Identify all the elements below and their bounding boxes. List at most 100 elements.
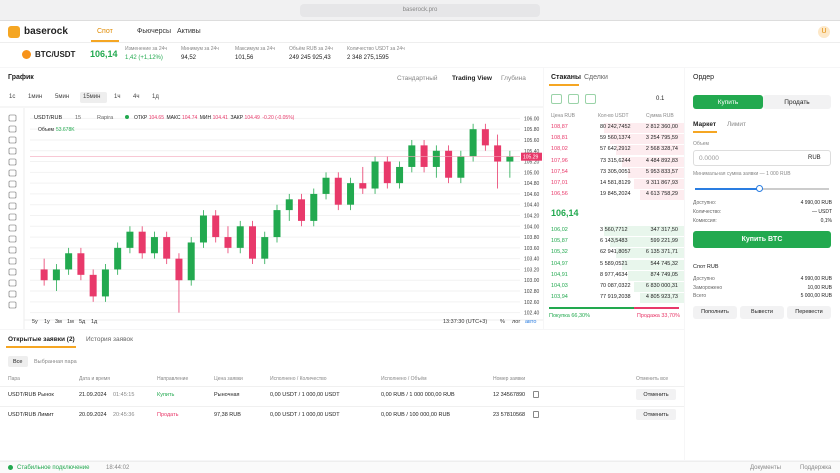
depth-bar <box>628 167 684 178</box>
nav-tab[interactable]: Активы <box>177 28 201 35</box>
submit-bg[interactable] <box>693 231 831 248</box>
logo[interactable]: baserock <box>24 26 68 37</box>
sell-tab-bg[interactable] <box>763 95 831 109</box>
range-button[interactable]: 1д <box>91 319 98 325</box>
tool-icon[interactable] <box>8 301 17 309</box>
book-price[interactable]: 104,03 <box>551 283 568 289</box>
col-header[interactable]: Отменить все <box>636 376 669 382</box>
tool-icon[interactable] <box>8 125 17 133</box>
action-text[interactable]: Пополнить <box>701 309 729 315</box>
tool-icon[interactable] <box>8 169 17 177</box>
timeframe[interactable]: 4ч <box>133 94 140 100</box>
book-tab[interactable]: Стаканы <box>551 74 581 81</box>
pair[interactable]: BTC/USDT <box>35 50 76 59</box>
book-price[interactable]: 107,54 <box>551 168 568 175</box>
timeframe[interactable]: 1с <box>9 94 16 100</box>
mode-tab[interactable]: Лимит <box>727 121 746 128</box>
range-button[interactable]: 1у <box>44 319 50 325</box>
tool-icon[interactable] <box>8 235 17 243</box>
cancel-bg[interactable] <box>636 409 676 420</box>
timeframe[interactable]: 15мин <box>83 94 101 100</box>
book-price[interactable]: 108,87 <box>551 124 568 130</box>
tool-icon[interactable] <box>8 246 17 254</box>
action-bg[interactable] <box>787 306 831 319</box>
chart-option[interactable]: лог <box>512 319 520 325</box>
slider-handle[interactable] <box>756 185 763 192</box>
y-tick-label: 103.60 <box>524 246 540 252</box>
book-tab[interactable]: Сделки <box>584 74 608 81</box>
view-tab[interactable]: Trading View <box>452 75 492 82</box>
info-label: Доступно: <box>693 200 717 206</box>
address-bar[interactable] <box>300 4 540 17</box>
tool-icon[interactable] <box>8 136 17 144</box>
stat-label: Минимум за 24ч <box>181 46 219 52</box>
range-button[interactable]: 1м <box>67 319 74 325</box>
chart-option[interactable]: авто <box>525 319 536 325</box>
support-link[interactable]: Поддержка <box>800 465 832 471</box>
tool-icon[interactable] <box>8 268 17 276</box>
tool-icon[interactable] <box>8 191 17 199</box>
action-bg[interactable] <box>693 306 737 319</box>
mode-tab[interactable]: Маркет <box>693 121 717 128</box>
book-price[interactable]: 105,32 <box>551 249 568 256</box>
tool-icon[interactable] <box>8 180 17 188</box>
book-price[interactable]: 108,02 <box>551 146 568 153</box>
buy-tab-bg[interactable] <box>693 95 763 109</box>
action-text[interactable]: Вывести <box>751 309 773 315</box>
tool-icon[interactable] <box>8 213 17 221</box>
docs-link[interactable]: Документы <box>750 465 781 471</box>
book-price[interactable]: 106,02 <box>551 227 568 233</box>
book-price[interactable]: 107,96 <box>551 157 568 164</box>
book-price[interactable]: 104,91 <box>551 271 568 278</box>
copy-icon[interactable] <box>533 391 539 398</box>
nav-tab[interactable]: Спот <box>97 28 113 35</box>
book-price[interactable]: 106,56 <box>551 191 568 198</box>
book-view-toggle[interactable] <box>585 94 596 104</box>
orders-tab[interactable]: История заявок <box>86 336 133 343</box>
tool-icon[interactable] <box>8 114 17 122</box>
book-price[interactable]: 104,97 <box>551 260 568 267</box>
orders-tab[interactable]: Открытые заявки (2) <box>8 336 75 343</box>
tool-icon[interactable] <box>8 147 17 155</box>
cancel[interactable]: Отменить <box>643 392 669 398</box>
wallet-title[interactable]: Спот RUB <box>693 264 719 270</box>
timeframe[interactable]: 1д <box>152 94 159 100</box>
action-bg[interactable] <box>740 306 784 319</box>
chart-option[interactable]: % <box>500 319 505 325</box>
filter[interactable]: Все <box>13 359 23 365</box>
sell-tab[interactable]: Продать <box>784 99 810 106</box>
book-view-toggle[interactable] <box>551 94 562 104</box>
cancel[interactable]: Отменить <box>643 412 669 418</box>
logo-icon <box>8 26 20 38</box>
tool-icon[interactable] <box>8 290 17 298</box>
tool-icon[interactable] <box>8 158 17 166</box>
buy-tab[interactable]: Купить <box>717 99 739 106</box>
view-tab[interactable]: Глубина <box>501 75 526 82</box>
timeframe[interactable]: 1мин <box>28 94 43 100</box>
tool-icon[interactable] <box>8 279 17 287</box>
tool-icon[interactable] <box>8 202 17 210</box>
tool-icon[interactable] <box>8 257 17 265</box>
avatar[interactable]: U <box>818 26 830 38</box>
range-button[interactable]: 5д <box>79 319 86 325</box>
book-view-toggle[interactable] <box>568 94 579 104</box>
cancel-bg[interactable] <box>636 389 676 400</box>
book-price[interactable]: 107,01 <box>551 180 568 186</box>
step-select[interactable]: 0.1 <box>656 96 665 102</box>
tool-icon[interactable] <box>8 224 17 232</box>
filter[interactable]: Выбранная пара <box>34 359 77 365</box>
book-price[interactable]: 108,81 <box>551 135 568 142</box>
range-button[interactable]: 3м <box>55 319 62 325</box>
book-price[interactable]: 105,87 <box>551 238 568 245</box>
submit-text[interactable]: Купить BTC <box>741 236 783 243</box>
view-tab[interactable]: Стандартный <box>397 75 438 82</box>
book-price[interactable]: 103,94 <box>551 294 568 301</box>
nav-tab[interactable]: Фьючерсы <box>137 28 172 35</box>
copy-icon[interactable] <box>533 411 539 418</box>
filter-bg[interactable] <box>8 356 28 367</box>
action-text[interactable]: Перевести <box>795 309 823 315</box>
timeframe[interactable]: 5мин <box>55 94 70 100</box>
amount-input[interactable] <box>693 150 831 166</box>
timeframe[interactable]: 1ч <box>114 94 121 100</box>
range-button[interactable]: 5у <box>32 319 38 325</box>
